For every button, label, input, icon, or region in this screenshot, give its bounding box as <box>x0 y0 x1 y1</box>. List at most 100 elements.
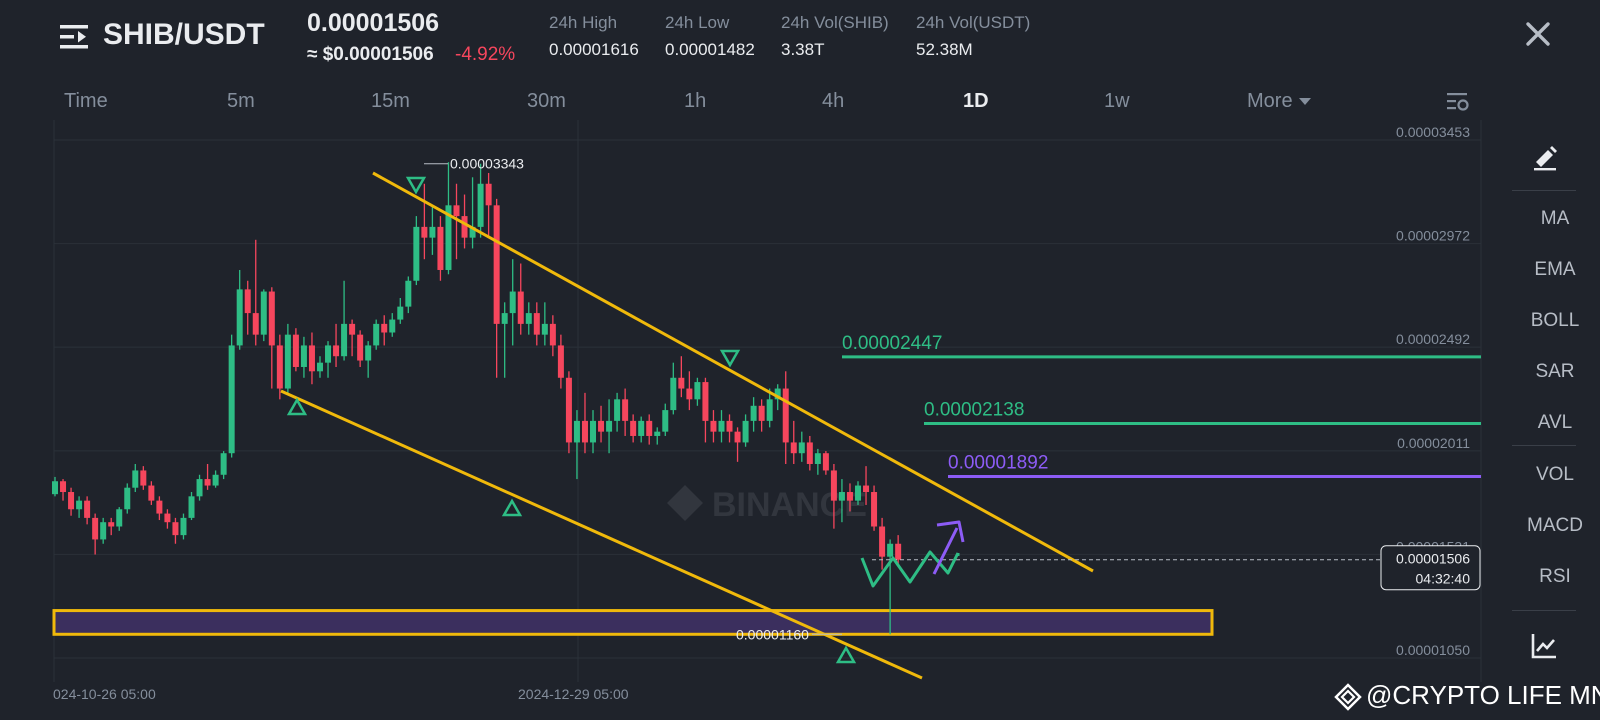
candle <box>581 420 588 443</box>
candle <box>525 313 532 324</box>
tab-15m[interactable]: 15m <box>371 90 410 112</box>
chart-type-icon[interactable] <box>1530 632 1558 660</box>
candle <box>180 517 187 536</box>
indicator-boll[interactable]: BOLL <box>1530 310 1580 331</box>
price-axis-tick: 0.00002972 <box>1396 228 1470 244</box>
support-zone <box>52 609 1214 636</box>
candle <box>52 481 58 495</box>
candle <box>316 362 323 372</box>
stat-24h-vol-shib: 24h Vol(SHIB) 3.38T <box>781 13 889 60</box>
tab-30m[interactable]: 30m <box>527 90 566 112</box>
candle <box>325 345 332 363</box>
stat-24h-low: 24h Low 0.00001482 <box>665 13 755 60</box>
divider <box>1512 445 1576 446</box>
candle <box>694 382 701 400</box>
tab-4h[interactable]: 4h <box>822 90 845 112</box>
binance-logo-icon <box>667 485 703 521</box>
candle <box>116 509 123 527</box>
candle <box>598 420 605 432</box>
candle <box>76 500 83 510</box>
candle <box>710 420 717 432</box>
candle <box>228 345 235 454</box>
price-axis-tick: 0.00002011 <box>1397 435 1470 451</box>
trading-pair-title[interactable]: SHIB/USDT <box>103 18 265 51</box>
indicator-ema[interactable]: EMA <box>1534 259 1576 280</box>
candle <box>349 323 356 335</box>
candle <box>276 345 283 389</box>
candle <box>838 492 845 501</box>
close-icon[interactable] <box>1522 18 1554 50</box>
projection-path <box>860 550 960 588</box>
candle <box>260 291 267 335</box>
last-price: 0.00001506 <box>307 9 440 37</box>
tab-1d[interactable]: 1D <box>963 90 989 112</box>
candle <box>533 313 540 335</box>
projection-arrow <box>932 527 959 575</box>
exchange-watermark: BINANCE <box>667 485 867 524</box>
projection-arrowhead <box>936 520 965 543</box>
candle <box>132 470 139 488</box>
candle <box>357 334 364 361</box>
candle <box>517 291 524 324</box>
candle <box>341 323 348 357</box>
candle <box>236 289 243 346</box>
candle <box>493 205 500 324</box>
candle <box>333 345 340 357</box>
candle <box>84 500 91 518</box>
candle <box>124 487 131 510</box>
indicator-rsi[interactable]: RSI <box>1539 566 1571 587</box>
stat-label: 24h High <box>549 13 618 32</box>
candle <box>879 526 886 557</box>
candle <box>268 291 275 346</box>
tab-5m[interactable]: 5m <box>227 90 255 112</box>
candle <box>405 280 412 307</box>
interval-tabs: Time 5m 15m 30m 1h 4h 1D 1w More <box>0 84 1600 124</box>
draw-tool-icon[interactable] <box>1530 142 1560 172</box>
candle <box>373 323 380 346</box>
candle <box>204 479 211 486</box>
chart-settings-icon[interactable] <box>1446 90 1470 114</box>
indicator-macd[interactable]: MACD <box>1527 515 1583 536</box>
indicator-sar[interactable]: SAR <box>1535 361 1575 382</box>
indicator-avl[interactable]: AVL <box>1537 412 1573 433</box>
candle <box>469 226 476 238</box>
tab-1h[interactable]: 1h <box>684 90 707 112</box>
price-chart[interactable]: 0.00003453 0.00002972 0.00002492 0.00002011… <box>0 120 1510 685</box>
channel-upper-line <box>372 171 1094 573</box>
tab-time[interactable]: Time <box>64 90 108 112</box>
candle <box>164 513 171 523</box>
candle <box>501 313 508 324</box>
candle <box>814 453 821 464</box>
candle <box>871 492 878 527</box>
candle <box>196 479 203 497</box>
candle <box>188 496 195 518</box>
candle <box>300 345 307 367</box>
candle <box>638 420 645 436</box>
candle <box>646 420 653 436</box>
candle <box>614 399 621 421</box>
candle <box>389 319 396 333</box>
diamond-logo-icon <box>1334 683 1362 711</box>
candle <box>100 522 107 540</box>
x-axis-label: 2024-12-29 05:00 <box>518 686 629 702</box>
candle <box>140 470 147 486</box>
candle <box>437 226 444 270</box>
indicator-vol[interactable]: VOL <box>1535 464 1575 485</box>
tab-more[interactable]: More <box>1247 90 1311 113</box>
candle <box>790 442 797 454</box>
touch-marker-down <box>405 176 427 195</box>
candle <box>252 313 259 335</box>
candle-countdown: 04:32:40 <box>1416 571 1471 587</box>
candle <box>573 420 580 443</box>
candle <box>549 323 556 346</box>
candle <box>68 492 75 510</box>
tab-1w[interactable]: 1w <box>1104 90 1130 112</box>
candle <box>308 345 315 372</box>
candle <box>734 431 741 443</box>
candle <box>172 522 179 536</box>
candle <box>686 388 693 400</box>
candle <box>212 474 219 486</box>
indicator-ma[interactable]: MA <box>1540 208 1570 229</box>
menu-icon[interactable] <box>60 22 90 52</box>
candle <box>284 334 291 389</box>
